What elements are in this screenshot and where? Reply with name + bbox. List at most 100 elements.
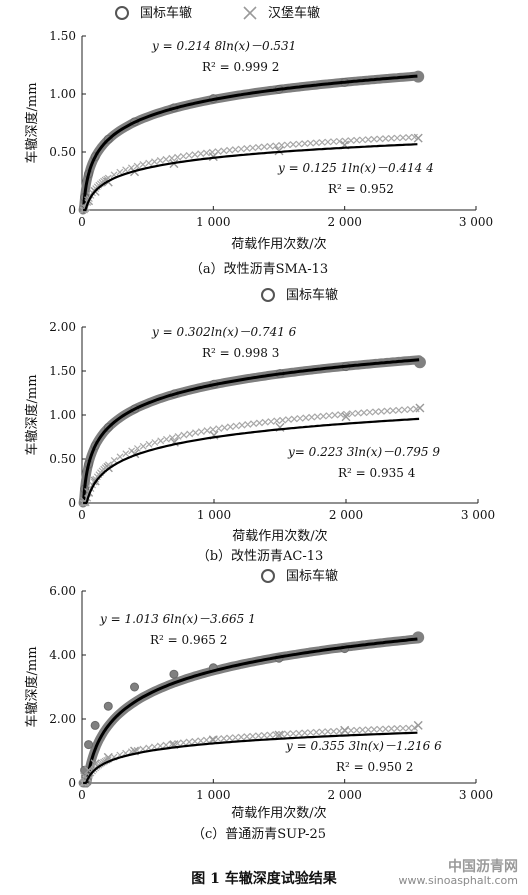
data-point-x [238,421,246,429]
data-point-x [360,409,368,417]
legend-label: 国标车辙 [286,568,338,584]
data-point-x [301,729,309,737]
data-point-x [179,739,187,747]
data-point-x [296,414,304,422]
data-point-x [348,410,356,418]
data-point-x [289,730,297,737]
data-point-x [168,434,176,442]
y-axis-title: 车辙深度/mm [24,82,40,163]
data-point-x [387,725,395,733]
data-point-x [139,442,147,450]
data-point-x [157,437,165,445]
legend-label: 汉堡车辙 [268,5,320,21]
data-point-x [249,144,257,152]
data-point-x [244,420,252,428]
data-point-x [249,732,257,740]
data-point-x [364,726,372,734]
data-point-x [261,418,269,426]
panel-caption: （a）改性沥青SMA-13 [190,262,328,277]
data-point-x [278,141,286,149]
fit-equation: y = 0.214 8ln(x)－0.531 [151,39,296,53]
data-point-x [208,152,218,162]
data-point-x [174,153,182,161]
watermark: 中国沥青网 www.sinoasphalt.com [398,860,519,887]
data-point-x [289,141,297,148]
data-point-x [221,424,228,432]
data-point-x [335,137,343,145]
series-1 [79,720,423,787]
y-tick-label: 6.00 [49,584,76,598]
watermark-url: www.sinoasphalt.com [398,874,519,887]
x-tick-label: 0 [78,508,86,522]
y-tick-label: 2.00 [49,320,76,334]
data-point-x [243,733,251,741]
r-squared-label: R² = 0.952 [328,182,394,196]
data-point-x [250,420,258,428]
r-squared-label: R² = 0.998 3 [202,346,279,360]
data-point-x [179,152,187,160]
legend-label: 国标车辙 [140,5,192,21]
data-point-x [266,142,274,150]
data-point-x [203,427,211,435]
legend-marker-circle [115,6,129,20]
data-point-x [354,409,362,417]
data-point-x [405,724,413,732]
data-point-x [331,411,339,419]
data-point-x [401,406,409,414]
data-point-x [307,139,314,147]
x-tick-label: 0 [78,215,86,229]
data-point-x [156,157,164,164]
data-point-x [318,728,326,736]
y-tick-label: 1.50 [49,29,76,43]
x-tick-label: 2 000 [327,215,361,229]
series-1-fit-line [83,143,418,212]
data-point-x [283,141,291,149]
data-point-x [387,134,395,142]
data-point-x [267,418,275,425]
chart-panel-b: 0 0.50 1.00 1.50 2.00 0 1 000 2 000 3 000 荷载作用次数/… [24,287,495,564]
data-point-x [330,727,338,735]
data-point-x [295,729,303,737]
data-point-x [337,411,345,419]
data-point-x [139,161,147,168]
series-0 [78,631,425,788]
data-point-x [197,428,205,436]
data-point-x [191,151,199,158]
fit-equation: y = 0.355 3ln(x)－1.216 6 [285,739,442,753]
data-point-x [133,162,141,170]
data-point-x [353,136,361,144]
data-point-x [255,732,262,740]
series-0-fit-line [81,74,418,211]
data-point-x [255,143,262,151]
data-point-x [226,734,234,742]
data-point-circle [130,682,140,692]
data-point-x [122,450,130,458]
data-point-x [186,430,194,438]
data-point-x [413,720,423,730]
data-point-x [185,738,193,746]
data-point-x [168,740,176,748]
data-point-x [145,440,153,448]
series-1 [79,133,423,214]
data-point-x [290,415,298,423]
y-axis-title: 车辙深度/mm [24,374,40,455]
data-point-x [301,140,309,148]
data-point-x [359,726,366,734]
series-1 [79,403,425,507]
data-point-x [272,142,280,150]
data-point-x [411,724,418,732]
panel-caption: （b）改性沥青AC-13 [197,549,324,564]
data-point-x [383,407,391,415]
data-point-x [324,138,332,146]
y-tick-label: 1.00 [49,87,76,101]
data-point-x [203,736,210,744]
fit-equation: y = 0.302ln(x)－0.741 6 [151,325,297,339]
data-point-x [325,412,333,420]
x-tick-label: 3 000 [459,788,493,802]
data-point-x [231,146,239,154]
r-squared-label: R² = 0.999 2 [202,60,279,74]
data-point-x [283,730,291,738]
data-point-x [399,724,407,732]
data-point-circle [103,701,113,711]
data-point-x [192,429,199,437]
